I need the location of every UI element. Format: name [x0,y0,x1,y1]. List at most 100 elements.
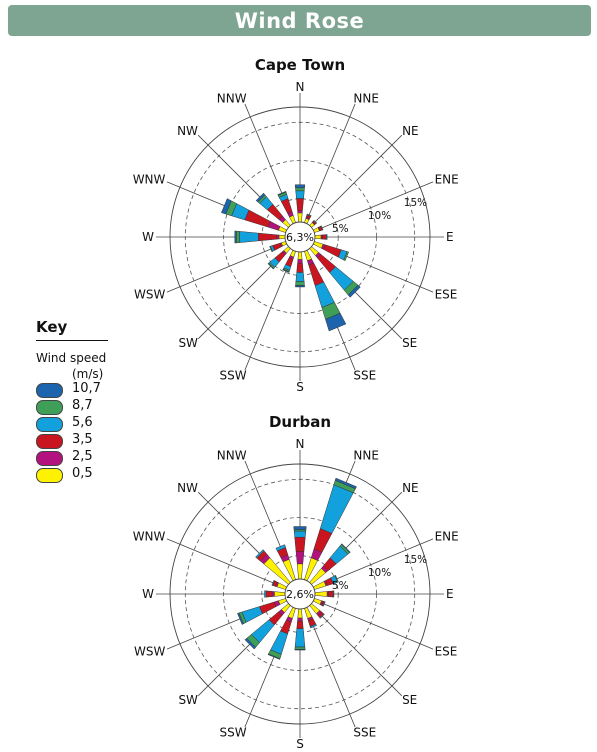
legend-item: 0,5 [36,466,126,483]
direction-label-w: W [142,230,154,244]
petal-segment-sw [267,262,275,270]
petal-segment-e [314,591,328,597]
petal-segment-wnw [271,579,275,586]
legend-subtitle: Wind speed [36,351,107,365]
petal-segment-ese [322,601,326,607]
legend: Key Wind speed (m/s) 10,7 8,7 5,6 3,5 2,… [36,318,126,483]
petal-segment-s [295,285,305,288]
petal-segment-n [295,187,305,192]
petal-segment-wsw [269,245,273,253]
direction-label-wsw: WSW [134,644,165,658]
petal-segment-w [271,591,275,597]
calm-label: 6,3% [286,231,314,244]
petal-segment-wnw [221,198,232,215]
calm-circle [284,578,316,610]
direction-label-ne: NE [402,124,419,138]
ring-label: 15% [404,554,427,566]
petal-segment-n [295,190,305,199]
direction-label-nw: NW [177,481,198,495]
petal-segment-w [274,591,286,597]
direction-label-sse: SSE [353,726,376,740]
direction-label-e: E [446,230,454,244]
spoke-line [166,242,287,293]
petal-segment-nne [319,484,354,534]
legend-label: 10,7 [72,381,101,396]
legend-item: 3,5 [36,432,126,449]
petal-segment-s [295,272,305,282]
petal-segment-w [278,234,286,240]
petal-segment-sse [304,606,313,619]
header-banner: Wind Rose [8,5,591,36]
petal-segment-s [297,259,303,264]
spoke-line [310,604,403,697]
direction-label-ese: ESE [435,287,458,301]
spoke-line [166,538,287,589]
petal-segment-w [236,230,240,244]
petal-segment-ese [343,251,349,262]
petal-segment-w [265,590,273,598]
direction-label-sw: SW [178,336,198,350]
spoke-line [305,607,356,728]
petal-segment-nw [255,549,265,559]
legend-swatch [36,400,63,415]
legend-swatch [36,383,63,398]
petal-segment-n [293,530,307,538]
rose-title-durban: Durban [269,413,331,431]
petal-segment-se [347,284,361,298]
direction-label-ene: ENE [435,173,459,187]
direction-label-wnw: WNW [133,173,166,187]
petal-segment-ssw [282,268,290,273]
petal-segment-ene [334,574,339,583]
direction-label-sse: SSE [353,369,376,383]
ring-label: 5% [332,223,349,235]
petal-segment-n [296,563,304,580]
direction-label-ssw: SSW [219,369,246,383]
petal-segment-nnw [275,544,286,552]
ring-label: 15% [404,197,427,209]
petal-segment-e [326,234,328,240]
petal-segment-s [295,281,305,286]
petal-segment-ene [320,225,324,231]
direction-label-sw: SW [178,693,198,707]
petal-segment-s [294,649,306,651]
petal-segment-n [296,198,304,211]
direction-label-n: N [296,437,305,451]
petal-segment-ese [323,244,342,258]
petal-segment-ne [340,543,351,554]
direction-label-se: SE [402,693,417,707]
petal-segment-se [319,613,325,619]
petal-segment-sse [308,262,325,286]
petal-segment-nw [255,192,266,203]
rose-title-cape-town: Cape Town [255,56,345,74]
direction-label-wsw: WSW [134,287,165,301]
petal-segment-e [314,234,322,240]
ring-label: 5% [332,580,349,592]
petal-segment-e [332,590,335,598]
header-title: Wind Rose [234,8,365,33]
petal-segment-n [297,212,303,223]
direction-label-ssw: SSW [219,726,246,740]
petal-segment-ssw [267,653,281,660]
petal-segment-s [297,617,303,622]
legend-swatch [36,434,63,449]
petal-segment-n [294,536,306,552]
petal-segment-e [322,234,327,240]
legend-unit: (m/s) [72,367,104,381]
petal-segment-n [293,526,307,530]
petal-segment-w [258,232,277,242]
petal-segment-sse [325,312,347,332]
petal-segment-nne [306,213,312,217]
petal-segment-s [296,620,304,629]
direction-label-se: SE [402,336,417,350]
petal-segment-s [297,251,303,260]
petal-segment-ne [313,219,318,224]
ring-label: 10% [368,567,391,579]
legend-label: 2,5 [72,449,93,464]
spoke-line [313,181,434,232]
legend-title: Key [36,318,68,336]
legend-swatch [36,451,63,466]
petal-segment-ssw [287,606,296,619]
wind-rose-durban: Durban 2,6% 5% 10% 15% N NNE NE ENE E ESE SE SSE S SS… [133,413,459,751]
petal-segment-w [239,231,259,243]
legend-swatch [36,468,63,483]
